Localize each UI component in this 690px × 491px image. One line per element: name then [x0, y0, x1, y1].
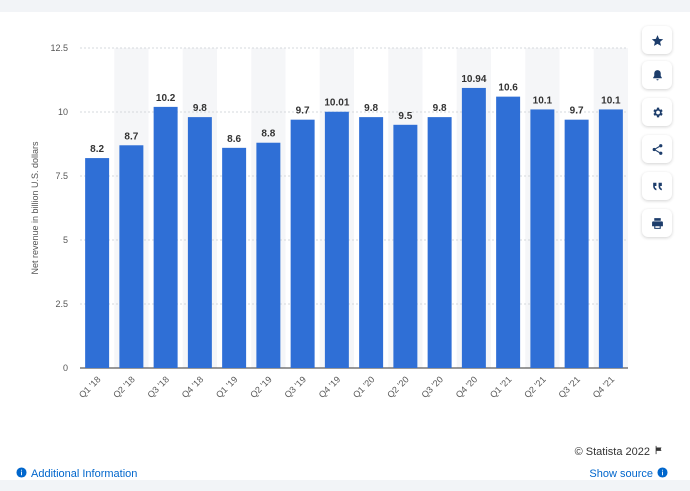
- y-tick-label: 10: [58, 107, 68, 117]
- bar[interactable]: [427, 117, 452, 369]
- bars: [85, 87, 623, 369]
- show-source-label: Show source: [589, 468, 653, 480]
- additional-information-label: Additional Information: [31, 468, 138, 480]
- bell-icon: [651, 69, 664, 82]
- x-tick-label: Q2 '20: [385, 374, 411, 400]
- bar[interactable]: [564, 119, 589, 369]
- x-tick-label: Q1 '20: [351, 374, 377, 400]
- star-icon: [651, 34, 664, 47]
- data-label: 9.5: [398, 111, 412, 122]
- data-label: 10.1: [601, 95, 621, 106]
- y-tick-label: 5: [63, 235, 68, 245]
- print-button[interactable]: [642, 209, 672, 237]
- settings-button[interactable]: [642, 98, 672, 126]
- bar[interactable]: [153, 106, 178, 368]
- data-label: 9.8: [433, 103, 447, 114]
- x-axis-ticks: Q1 '18 Q2 '18 Q3 '18 Q4 '18 Q1 '19 Q2 '19 Q3 '…: [77, 374, 616, 400]
- bar[interactable]: [187, 117, 212, 369]
- info-icon: [657, 467, 668, 481]
- x-tick-label: Q2 '18: [111, 374, 137, 400]
- share-button[interactable]: [642, 135, 672, 163]
- y-tick-label: 2.5: [55, 299, 68, 309]
- data-label: 10.1: [533, 95, 553, 106]
- favorite-button[interactable]: [642, 26, 672, 54]
- data-label: 9.8: [364, 103, 378, 114]
- show-source-link[interactable]: Show source: [589, 467, 668, 481]
- quote-icon: [651, 180, 664, 193]
- print-icon: [651, 217, 664, 230]
- data-label: 8.8: [261, 129, 275, 140]
- data-label: 10.2: [156, 93, 176, 104]
- x-tick-label: Q4 '20: [454, 374, 480, 400]
- bar[interactable]: [119, 145, 144, 368]
- x-tick-label: Q1 '19: [214, 374, 240, 400]
- x-tick-label: Q2 '19: [248, 374, 274, 400]
- x-tick-label: Q3 '20: [419, 374, 445, 400]
- x-tick-label: Q3 '18: [145, 374, 171, 400]
- x-tick-label: Q3 '19: [282, 374, 308, 400]
- bar[interactable]: [598, 109, 623, 368]
- x-tick-label: Q4 '18: [180, 374, 206, 400]
- x-tick-label: Q2 '21: [522, 374, 548, 400]
- additional-information-link[interactable]: Additional Information: [16, 467, 137, 481]
- data-label: 8.7: [124, 131, 138, 142]
- data-label: 10.94: [461, 74, 486, 85]
- info-icon: [16, 467, 27, 481]
- copyright-notice: © Statista 2022: [575, 445, 664, 458]
- gear-icon: [651, 106, 664, 119]
- copyright-text: © Statista 2022: [574, 445, 650, 458]
- x-tick-label: Q4 '21: [591, 374, 617, 400]
- bar[interactable]: [461, 87, 486, 368]
- bar[interactable]: [393, 124, 418, 368]
- y-tick-label: 12.5: [50, 43, 68, 53]
- bar[interactable]: [359, 117, 384, 369]
- bar[interactable]: [496, 96, 521, 368]
- data-label: 9.8: [193, 103, 207, 114]
- chart-card: 0 2.5 5 7.5 10 12.5 8.2 8.7 10.2 9.8 8.6 8.8 9.7 10.…: [0, 12, 690, 480]
- bar[interactable]: [290, 119, 315, 369]
- data-labels: 8.2 8.7 10.2 9.8 8.6 8.8 9.7 10.01 9.8 9.5 9.8 10.9…: [90, 74, 621, 155]
- bar[interactable]: [85, 158, 110, 368]
- bar[interactable]: [256, 142, 281, 368]
- x-tick-label: Q1 '21: [488, 374, 514, 400]
- data-label: 8.2: [90, 144, 104, 155]
- bar[interactable]: [324, 111, 349, 368]
- x-tick-label: Q4 '19: [317, 374, 343, 400]
- data-label: 10.6: [498, 83, 518, 94]
- bar-chart: 0 2.5 5 7.5 10 12.5 8.2 8.7 10.2 9.8 8.6 8.8 9.7 10.…: [30, 43, 628, 400]
- flag-icon: [654, 445, 664, 458]
- y-axis-label: Net revenue in billion U.S. dollars: [30, 141, 40, 275]
- cite-button[interactable]: [642, 172, 672, 200]
- y-tick-label: 7.5: [55, 171, 68, 181]
- share-icon: [651, 143, 664, 156]
- x-tick-label: Q1 '18: [77, 374, 103, 400]
- y-tick-label: 0: [63, 363, 68, 373]
- y-axis-ticks: 0 2.5 5 7.5 10 12.5: [50, 43, 68, 373]
- data-label: 9.7: [570, 106, 584, 117]
- x-tick-label: Q3 '21: [556, 374, 582, 400]
- notification-button[interactable]: [642, 61, 672, 89]
- bar[interactable]: [222, 147, 247, 368]
- bar[interactable]: [530, 109, 555, 368]
- data-label: 9.7: [296, 106, 310, 117]
- data-label: 8.6: [227, 134, 241, 145]
- data-label: 10.01: [324, 98, 349, 109]
